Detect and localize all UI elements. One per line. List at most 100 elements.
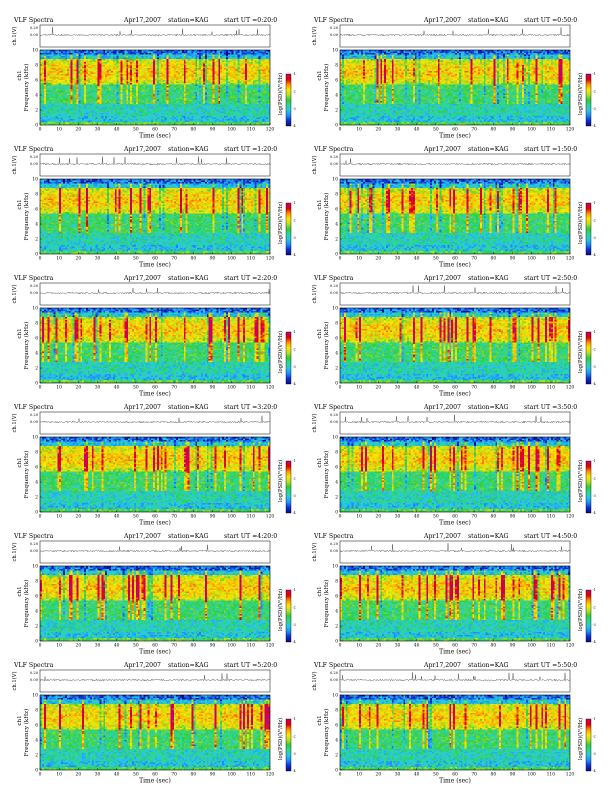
x-tick-label: 70: [471, 257, 477, 262]
y-axis-label: Frequency (kHz): [323, 64, 330, 112]
colorbar-tick-label: -4: [293, 640, 296, 644]
colorbar-tick-label: -1: [593, 717, 596, 721]
y-tick-label: 8: [335, 193, 338, 198]
y-tick-label: 0: [35, 511, 38, 516]
x-tick-label: 30: [395, 773, 401, 778]
trace-line: [39, 287, 271, 295]
header-start-ut: start UT =4:50:0: [524, 533, 577, 540]
x-tick-label: 60: [452, 773, 458, 778]
y-tick-label: 8: [335, 709, 338, 714]
spectrogram-panel-4: VLF Spectra Apr17,2007 station=KAG start UT…: [306, 143, 604, 269]
x-tick-label: 60: [152, 128, 158, 133]
spectrogram-panel-5: VLF Spectra Apr17,2007 station=KAG start UT…: [6, 272, 304, 398]
x-tick-label: 70: [171, 386, 177, 391]
x-tick-label: 40: [114, 644, 120, 649]
trace-axis-label: ch.1(V): [11, 672, 18, 691]
x-tick-label: 100: [227, 773, 236, 778]
spectrogram-svg: VLF Spectra Apr17,2007 station=KAG start UT…: [311, 275, 596, 398]
header-date: Apr17,2007: [123, 404, 161, 411]
x-tick-label: 10: [356, 257, 362, 262]
y-tick-label: 6: [335, 79, 338, 84]
spectrogram-image: [340, 308, 570, 383]
spectrogram-svg: VLF Spectra Apr17,2007 station=KAG start UT…: [11, 404, 296, 527]
x-axis-label: Time (sec): [139, 520, 171, 527]
colorbar-tick-label: -1: [593, 201, 596, 205]
y-tick-label: 8: [335, 451, 338, 456]
colorbar-tick-label: -1: [593, 72, 596, 76]
x-tick-label: 20: [376, 386, 382, 391]
x-tick-label: 80: [191, 644, 197, 649]
y-tick-label: 10: [32, 307, 38, 312]
y-tick-label: 2: [335, 625, 338, 630]
spectrogram-panel-7: VLF Spectra Apr17,2007 station=KAG start UT…: [6, 401, 304, 527]
spectrogram-panel-11: VLF Spectra Apr17,2007 station=KAG start UT…: [6, 659, 304, 785]
y-tick-label: 8: [35, 451, 38, 456]
y-tick-label: 8: [335, 322, 338, 327]
colorbar-tick-label: -3: [293, 752, 296, 756]
x-tick-label: 110: [547, 644, 556, 649]
spectrogram-image: [340, 695, 570, 770]
x-tick-label: 0: [339, 515, 342, 520]
colorbar: [286, 719, 291, 771]
x-tick-label: 10: [56, 773, 62, 778]
x-tick-label: 80: [191, 773, 197, 778]
y-tick-label: 0: [35, 253, 38, 258]
x-axis-label: Time (sec): [439, 778, 471, 785]
colorbar-tick-label: -1: [593, 459, 596, 463]
y-axis-prefix: ch1: [17, 199, 23, 209]
y-tick-label: 10: [32, 178, 38, 183]
trace-tick-top: 0.20: [330, 671, 339, 675]
y-tick-label: 6: [35, 595, 38, 600]
spectrogram-image: [40, 50, 270, 125]
spectrogram-panel-9: VLF Spectra Apr17,2007 station=KAG start UT…: [6, 530, 304, 656]
colorbar-label: log(PSD)(V²/Hz): [577, 73, 584, 115]
header-title: VLF Spectra: [313, 17, 354, 24]
y-tick-label: 4: [335, 94, 338, 99]
colorbar-tick-label: -2: [593, 348, 596, 352]
spectrogram-svg: VLF Spectra Apr17,2007 station=KAG start UT…: [311, 404, 596, 527]
y-axis-prefix: ch1: [317, 715, 323, 725]
y-axis-label: Frequency (kHz): [323, 580, 330, 628]
x-tick-label: 50: [433, 515, 439, 520]
x-tick-label: 40: [114, 128, 120, 133]
x-tick-label: 80: [191, 386, 197, 391]
x-tick-label: 100: [227, 386, 236, 391]
x-axis-label: Time (sec): [139, 262, 171, 269]
x-tick-label: 50: [133, 644, 139, 649]
colorbar-tick-label: -1: [293, 201, 296, 205]
x-tick-label: 90: [510, 515, 516, 520]
x-tick-label: 0: [339, 386, 342, 391]
header-date: Apr17,2007: [423, 533, 461, 540]
y-tick-label: 10: [332, 565, 338, 570]
y-tick-label: 6: [335, 595, 338, 600]
y-tick-label: 6: [35, 208, 38, 213]
header-station: station=KAG: [168, 662, 209, 669]
x-axis-label: Time (sec): [139, 649, 171, 656]
colorbar-label: log(PSD)(V²/Hz): [277, 718, 284, 760]
x-tick-label: 70: [471, 128, 477, 133]
x-tick-label: 10: [356, 644, 362, 649]
x-tick-label: 70: [471, 773, 477, 778]
colorbar: [286, 74, 291, 126]
colorbar-label: log(PSD)(V²/Hz): [277, 589, 284, 631]
x-tick-label: 70: [471, 386, 477, 391]
x-tick-label: 0: [39, 773, 42, 778]
header-date: Apr17,2007: [123, 662, 161, 669]
x-tick-label: 10: [356, 515, 362, 520]
y-tick-label: 6: [335, 337, 338, 342]
spectrogram-image: [340, 179, 570, 254]
header-date: Apr17,2007: [423, 275, 461, 282]
y-tick-label: 4: [335, 352, 338, 357]
colorbar-label: log(PSD)(V²/Hz): [577, 202, 584, 244]
colorbar-tick-label: -2: [293, 735, 296, 739]
y-axis-prefix: ch1: [317, 586, 323, 596]
colorbar-tick-label: -4: [293, 511, 296, 515]
x-tick-label: 60: [452, 515, 458, 520]
x-tick-label: 20: [376, 515, 382, 520]
x-axis-label: Time (sec): [439, 262, 471, 269]
colorbar: [586, 461, 591, 513]
x-tick-label: 90: [210, 386, 216, 391]
header-date: Apr17,2007: [423, 17, 461, 24]
trace-line: [339, 414, 571, 424]
